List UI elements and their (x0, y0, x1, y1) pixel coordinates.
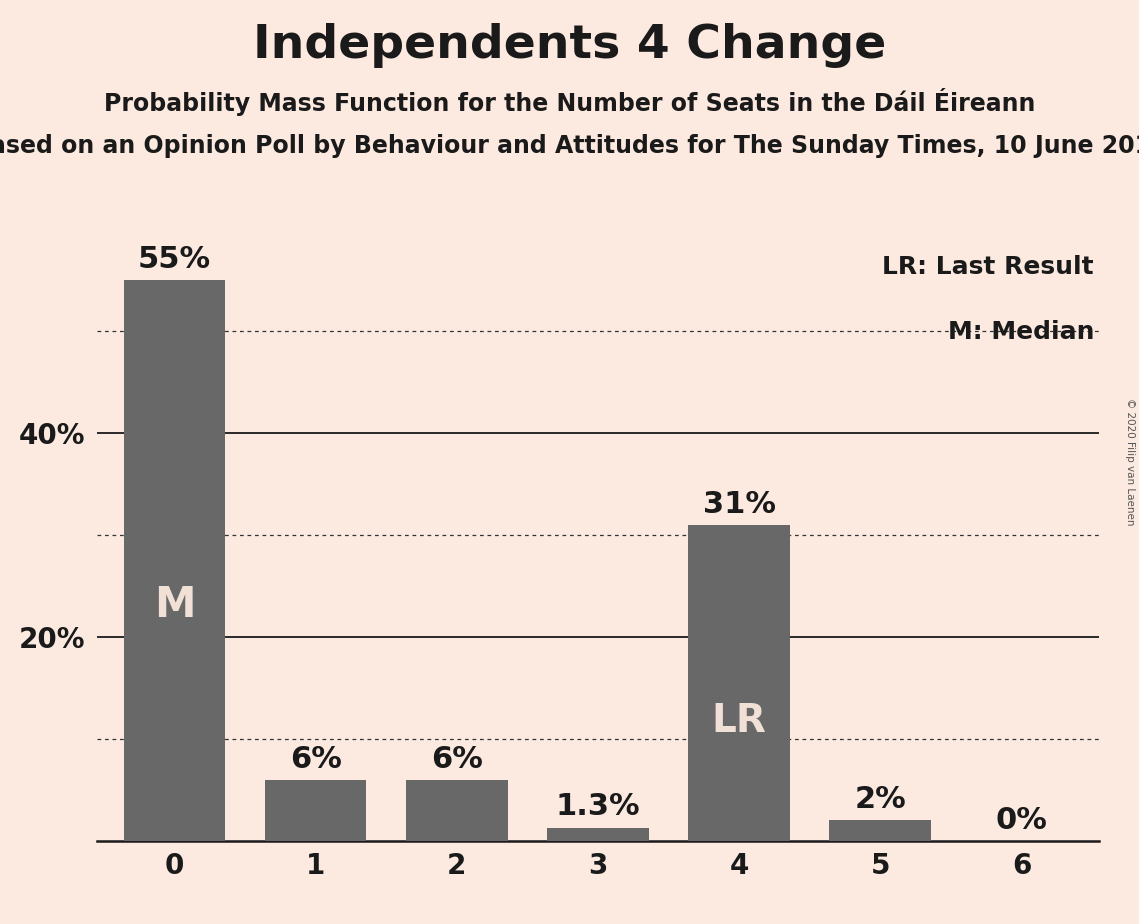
Text: LR: LR (712, 701, 767, 740)
Text: © 2020 Filip van Laenen: © 2020 Filip van Laenen (1125, 398, 1134, 526)
Text: 1.3%: 1.3% (556, 793, 640, 821)
Text: 55%: 55% (138, 245, 211, 274)
Bar (124, 280, 226, 841)
Text: LR: Last Result: LR: Last Result (883, 255, 1095, 279)
Text: Independents 4 Change: Independents 4 Change (253, 23, 886, 68)
Text: 6%: 6% (289, 745, 342, 773)
Text: M: M (154, 584, 195, 626)
Text: M: Median: M: Median (948, 321, 1095, 345)
Bar (688, 525, 790, 841)
Bar (405, 780, 508, 841)
Text: 6%: 6% (431, 745, 483, 773)
Text: Based on an Opinion Poll by Behaviour and Attitudes for The Sunday Times, 10 Jun: Based on an Opinion Poll by Behaviour an… (0, 134, 1139, 158)
Text: 2%: 2% (854, 785, 907, 814)
Text: Probability Mass Function for the Number of Seats in the Dáil Éireann: Probability Mass Function for the Number… (104, 88, 1035, 116)
Bar (829, 821, 932, 841)
Text: 0%: 0% (995, 806, 1048, 834)
Bar (264, 780, 367, 841)
Text: 31%: 31% (703, 490, 776, 518)
Bar (547, 828, 649, 841)
